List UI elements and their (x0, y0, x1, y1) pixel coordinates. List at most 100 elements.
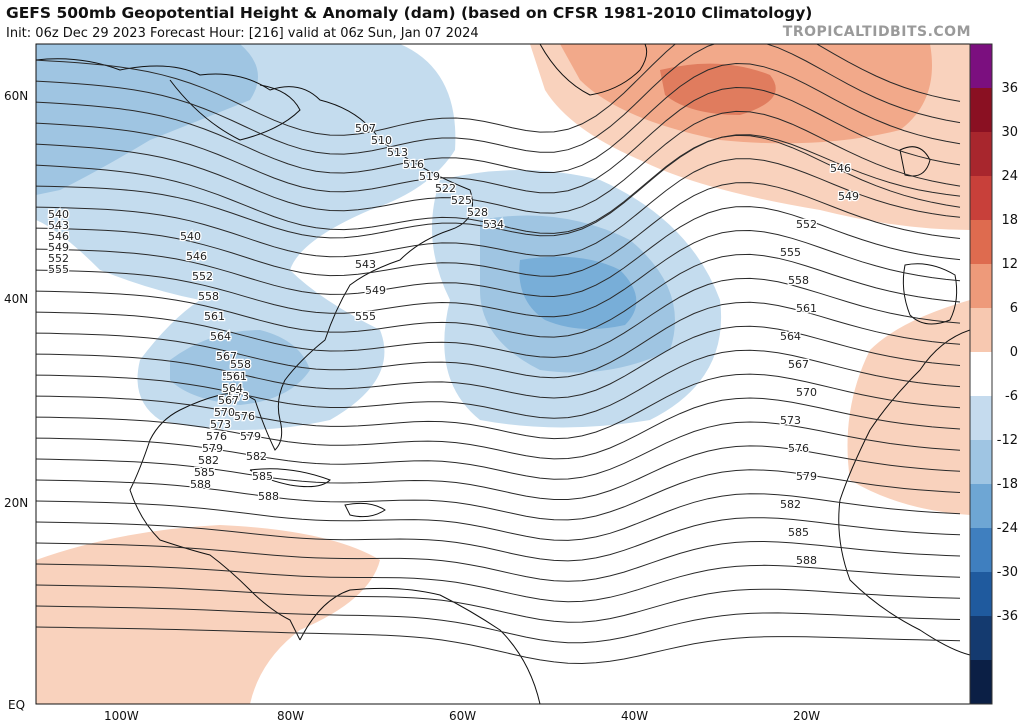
colorbar-tick-label: 12 (1001, 257, 1018, 272)
contour-label: 576 (234, 410, 255, 423)
colorbar-tick-label: 0 (1010, 345, 1018, 360)
contour-label: 573 (210, 418, 231, 431)
contour-label: 552 (192, 270, 213, 283)
lon-label-20w: 20W (793, 709, 820, 723)
height-contours (36, 44, 961, 665)
coast-iberia (902, 263, 958, 325)
colorbar: 36 30 24 18 12 6 0 -6 -12 -18 -24 -30 -36 (969, 43, 1018, 705)
site-credit: TROPICALTIDBITS.COM (782, 24, 971, 40)
colorbar-swatch (970, 176, 992, 221)
contour-label: 579 (202, 442, 223, 455)
contour-label: 567 (216, 350, 237, 363)
chart-subtitle: Init: 06z Dec 29 2023 Forecast Hour: [21… (6, 26, 479, 41)
colorbar-swatch (970, 44, 992, 89)
lon-label-40w: 40W (621, 709, 648, 723)
lat-label-eq: EQ (8, 698, 25, 712)
lat-axis: 60N 40N 20N EQ (4, 89, 28, 712)
contour-label: 513 (387, 146, 408, 159)
colorbar-swatch (970, 308, 992, 353)
height-contour (36, 493, 961, 541)
contour-label: 561 (226, 370, 247, 383)
colorbar-swatch (970, 528, 992, 573)
height-contour (36, 62, 961, 174)
contour-label: 585 (252, 470, 273, 483)
colorbar-tick-label: 24 (1001, 169, 1018, 184)
height-contour (36, 469, 961, 521)
contour-labels: 5075105135165195225255285345405465525585… (47, 121, 861, 569)
contour-label: 579 (240, 430, 261, 443)
lon-label-60w: 60W (449, 709, 476, 723)
height-contour (36, 325, 961, 399)
contour-label: 558 (230, 358, 251, 371)
contour-label: 549 (48, 241, 69, 254)
contour-label: 522 (435, 182, 456, 195)
height-contour (36, 229, 961, 318)
contour-label: 570 (796, 386, 817, 399)
height-contour (36, 626, 961, 665)
anomaly-shading (36, 44, 970, 704)
height-contour (36, 397, 961, 460)
contour-label: 570 (214, 406, 235, 419)
contour-label: 588 (258, 490, 279, 503)
height-contour (36, 563, 961, 603)
contour-label: 582 (246, 450, 267, 463)
colorbar-tick-label: 6 (1010, 301, 1018, 316)
contour-label: 570 (222, 370, 243, 383)
height-contour (36, 182, 961, 277)
coast-hispaniola (344, 502, 386, 518)
height-contour (36, 158, 961, 258)
contour-label: 576 (206, 430, 227, 443)
coast-cuba (249, 468, 331, 488)
contour-label: 564 (210, 330, 231, 343)
colorbar-tick-label: -36 (997, 609, 1018, 624)
chart-title: GEFS 500mb Geopotential Height & Anomaly… (6, 4, 813, 22)
contour-label: 558 (198, 290, 219, 303)
contour-label: 567 (788, 358, 809, 371)
contour-label: 582 (780, 498, 801, 511)
coast-greenland (539, 44, 648, 96)
height-contour (36, 445, 961, 500)
contour-label: 546 (830, 162, 851, 175)
colorbar-swatch (970, 396, 992, 441)
height-contour (36, 373, 961, 440)
colorbar-swatch (970, 484, 992, 529)
contour-label: 528 (467, 206, 488, 219)
height-contour (36, 44, 961, 136)
negative-anomaly-southeast-us (170, 330, 310, 405)
height-contour (36, 421, 961, 480)
colorbar-swatch (970, 88, 992, 133)
contour-label: 561 (204, 310, 225, 323)
height-contour (36, 301, 961, 379)
colorbar-tick-label: -6 (1005, 389, 1018, 404)
contour-label: 585 (194, 466, 215, 479)
contour-label: 555 (355, 310, 376, 323)
contour-label: 546 (48, 230, 69, 243)
colorbar-tick-label: -24 (997, 521, 1018, 536)
contour-label: 573 (780, 414, 801, 427)
coast-africa (838, 329, 970, 656)
height-contour (36, 110, 961, 214)
contour-label: 516 (403, 158, 424, 171)
colorbar-swatch (970, 616, 992, 661)
contour-label: 540 (180, 230, 201, 243)
contour-label: 564 (780, 330, 801, 343)
colorbar-swatch (970, 220, 992, 265)
contour-label: 585 (788, 526, 809, 539)
height-contour (36, 206, 961, 298)
contour-label: 525 (451, 194, 472, 207)
contour-label: 579 (796, 470, 817, 483)
contour-label: 519 (419, 170, 440, 183)
contour-label: 540 (48, 208, 69, 221)
lon-label-100w: 100W (104, 709, 139, 723)
colorbar-swatch (970, 440, 992, 485)
positive-anomaly-central-america (36, 525, 380, 704)
colorbar-swatch (970, 352, 992, 397)
height-contour (36, 134, 961, 234)
height-contour (36, 277, 961, 358)
contour-label: 567 (218, 394, 239, 407)
contour-label: 582 (198, 454, 219, 467)
lon-axis: 100W 80W 60W 40W 20W (104, 709, 820, 723)
colorbar-border (969, 43, 993, 705)
colorbar-tick-label: -30 (997, 565, 1018, 580)
